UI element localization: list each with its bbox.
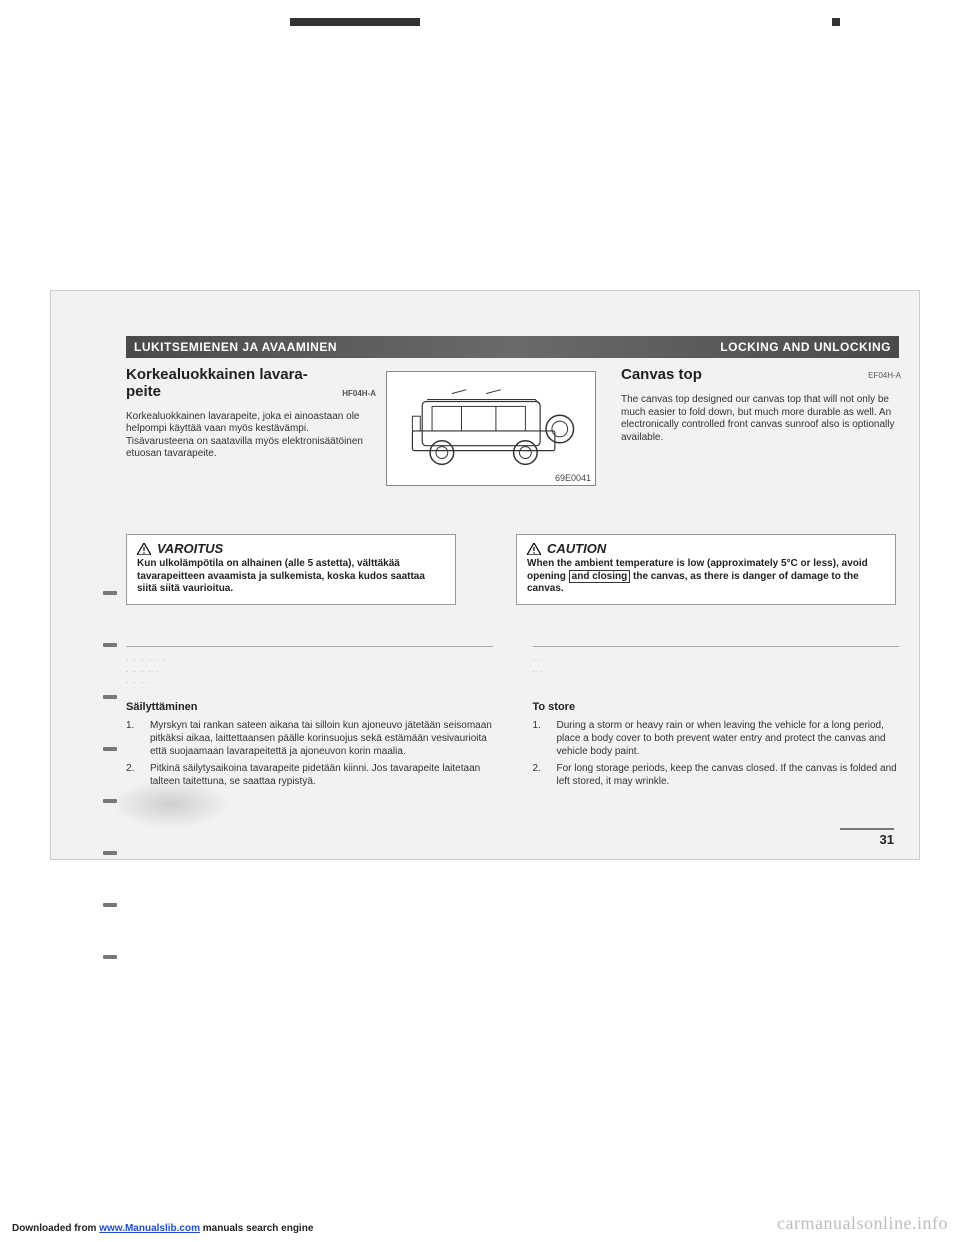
binding-marks (103, 591, 123, 1131)
warning-text-fi: Kun ulkolämpötila on alhainen (alle 5 as… (137, 558, 445, 596)
item-text: For long storage periods, keep the canva… (557, 762, 900, 788)
english-heading-row: Canvas top EF04H-A (621, 366, 901, 384)
item-text: Myrskyn tai rankan sateen aikana tai sil… (150, 719, 493, 758)
finnish-heading: Korkealuokkainen lavara- peite HF04H-A (126, 366, 376, 401)
header-left-text: LUKITSEMIENEN JA AVAAMINEN (134, 340, 337, 354)
warning-title-fi: VAROITUS (137, 541, 445, 556)
page-number: 31 (840, 828, 894, 847)
storage-heading-fi: Säilyttäminen (126, 701, 493, 713)
watermark-link[interactable]: www.Manualslib.com (99, 1223, 200, 1234)
finnish-title-line2: peite (126, 383, 161, 400)
watermark-post: manuals search engine (200, 1223, 313, 1234)
watermark-pre: Downloaded from (12, 1223, 99, 1234)
list-item: 1. Myrskyn tai rankan sateen aikana tai s… (126, 719, 493, 758)
illustration-column: 69E0041 (386, 371, 596, 486)
scan-artifact-top (290, 18, 420, 26)
storage-list-fi: 1. Myrskyn tai rankan sateen aikana tai s… (126, 719, 493, 788)
warning-label-fi: VAROITUS (157, 541, 223, 556)
english-ref-code: EF04H-A (868, 371, 901, 380)
illustration-code: 69E0041 (555, 473, 591, 483)
car-drawing (387, 372, 595, 485)
watermark-right: carmanualsonline.info (777, 1213, 948, 1234)
finnish-body-text: Korkealuokkainen lavarapeite, joka ei ai… (126, 411, 376, 461)
warning-triangle-icon (137, 543, 151, 555)
english-body-text: The canvas top designed our canvas top t… (621, 394, 901, 444)
list-item: 2. For long storage periods, keep the can… (533, 762, 900, 788)
vehicle-illustration: 69E0041 (386, 371, 596, 486)
item-number: 2. (533, 762, 547, 788)
finnish-column: Korkealuokkainen lavara- peite HF04H-A K… (126, 366, 376, 461)
item-number: 1. (126, 719, 140, 758)
ghost-text-fi: . . . . . .. . . . .. . . . (126, 653, 493, 693)
storage-list-en: 1. During a storm or heavy rain or when l… (533, 719, 900, 788)
storage-row: . . . . . .. . . . .. . . . Säilyttämine… (126, 646, 899, 792)
warning-label-en: CAUTION (547, 541, 606, 556)
finnish-ref-code: HF04H-A (342, 389, 376, 398)
list-item: 1. During a storm or heavy rain or when l… (533, 719, 900, 758)
english-heading: Canvas top (621, 366, 702, 383)
watermark-left: Downloaded from www.Manualslib.com manua… (12, 1223, 313, 1234)
warning-box-english: CAUTION When the ambient temperature is … (516, 534, 896, 605)
item-text: During a storm or heavy rain or when lea… (557, 719, 900, 758)
page-content: Korkealuokkainen lavara- peite HF04H-A K… (126, 366, 899, 839)
storage-english: . .. . To store 1. During a storm or heav… (533, 646, 900, 792)
warning-triangle-icon (527, 543, 541, 555)
ghost-text-en: . .. . (533, 653, 900, 693)
warning-en-boxed: and closing (569, 570, 631, 583)
english-column: Canvas top EF04H-A The canvas top design… (621, 366, 901, 444)
warning-text-en: When the ambient temperature is low (app… (527, 558, 885, 596)
scan-smudge (111, 779, 231, 829)
section-header-bar: LUKITSEMIENEN JA AVAAMINEN LOCKING AND U… (126, 336, 899, 358)
item-number: 1. (533, 719, 547, 758)
scan-artifact-dot (832, 18, 840, 26)
storage-heading-en: To store (533, 701, 900, 713)
warning-box-finnish: VAROITUS Kun ulkolämpötila on alhainen (… (126, 534, 456, 605)
finnish-title-line1: Korkealuokkainen lavara- (126, 366, 308, 383)
storage-finnish: . . . . . .. . . . .. . . . Säilyttämine… (126, 646, 493, 792)
warning-title-en: CAUTION (527, 541, 885, 556)
header-right-text: LOCKING AND UNLOCKING (720, 340, 891, 354)
manual-page: LUKITSEMIENEN JA AVAAMINEN LOCKING AND U… (50, 290, 920, 860)
